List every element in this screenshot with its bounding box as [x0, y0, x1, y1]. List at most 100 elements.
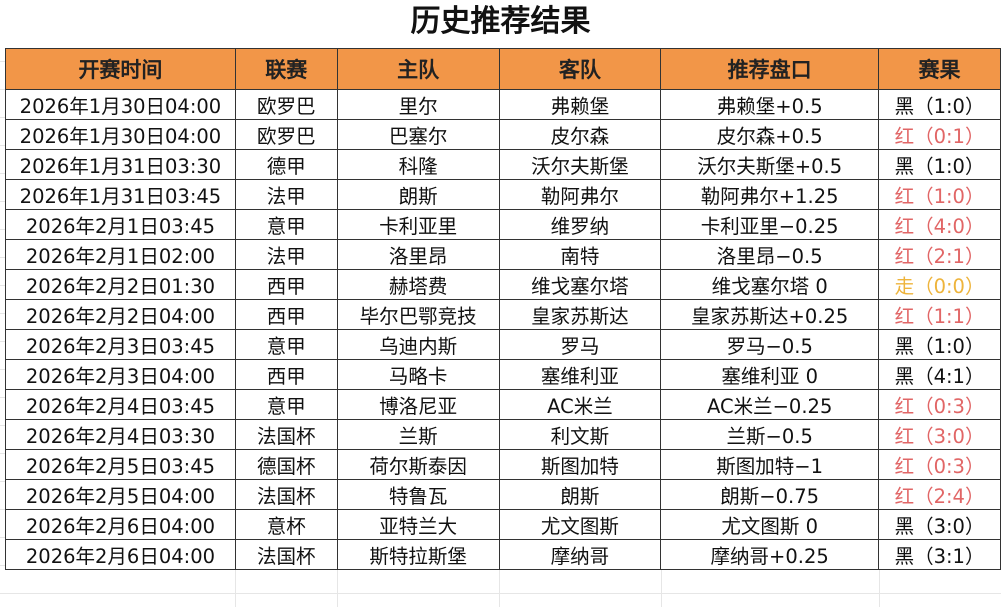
cell-league[interactable]: 法国杯 — [234, 419, 338, 450]
cell-handicap[interactable]: 皇家苏斯达+0.25 — [660, 299, 880, 330]
cell-handicap[interactable]: 兰斯−0.5 — [660, 419, 880, 450]
cell-away[interactable]: 罗马 — [498, 329, 662, 360]
header-time[interactable]: 开赛时间 — [5, 48, 236, 90]
cell-home[interactable]: 荷尔斯泰因 — [336, 449, 500, 480]
cell-handicap[interactable]: 摩纳哥+0.25 — [660, 539, 880, 570]
cell-league[interactable]: 意杯 — [234, 509, 338, 540]
header-home[interactable]: 主队 — [336, 48, 500, 90]
cell-handicap[interactable]: 尤文图斯 0 — [660, 509, 880, 540]
cell-time[interactable]: 2026年2月6日04:00 — [5, 509, 236, 540]
cell-handicap[interactable]: 朗斯−0.75 — [660, 479, 880, 510]
cell-league[interactable]: 法国杯 — [234, 539, 338, 570]
header-result[interactable]: 赛果 — [878, 48, 1001, 90]
cell-away[interactable]: 弗赖堡 — [498, 89, 662, 120]
cell-away[interactable]: 维罗纳 — [498, 209, 662, 240]
cell-time[interactable]: 2026年2月4日03:30 — [5, 419, 236, 450]
cell-home[interactable]: 科隆 — [336, 149, 500, 180]
cell-away[interactable]: AC米兰 — [498, 389, 662, 420]
cell-time[interactable]: 2026年2月3日04:00 — [5, 359, 236, 390]
cell-handicap[interactable]: 塞维利亚 0 — [660, 359, 880, 390]
cell-away[interactable]: 利文斯 — [498, 419, 662, 450]
cell-time[interactable]: 2026年2月5日04:00 — [5, 479, 236, 510]
cell-home[interactable]: 朗斯 — [336, 179, 500, 210]
cell-league[interactable]: 欧罗巴 — [234, 89, 338, 120]
cell-away[interactable]: 尤文图斯 — [498, 509, 662, 540]
cell-handicap[interactable]: 勒阿弗尔+1.25 — [660, 179, 880, 210]
cell-result[interactable]: 走（0:0） — [878, 269, 1001, 300]
cell-league[interactable]: 西甲 — [234, 269, 338, 300]
header-handicap[interactable]: 推荐盘口 — [660, 48, 880, 90]
cell-home[interactable]: 里尔 — [336, 89, 500, 120]
cell-time[interactable]: 2026年2月3日03:45 — [5, 329, 236, 360]
cell-handicap[interactable]: 卡利亚里−0.25 — [660, 209, 880, 240]
cell-handicap[interactable]: 皮尔森+0.5 — [660, 119, 880, 150]
cell-home[interactable]: 博洛尼亚 — [336, 389, 500, 420]
cell-result[interactable]: 黑（4:1） — [878, 359, 1001, 390]
cell-league[interactable]: 德国杯 — [234, 449, 338, 480]
cell-result[interactable]: 红（1:1） — [878, 299, 1001, 330]
cell-away[interactable]: 摩纳哥 — [498, 539, 662, 570]
cell-result[interactable]: 红（1:0） — [878, 179, 1001, 210]
cell-league[interactable]: 意甲 — [234, 389, 338, 420]
cell-home[interactable]: 赫塔费 — [336, 269, 500, 300]
cell-result[interactable]: 红（2:1） — [878, 239, 1001, 270]
cell-result[interactable]: 黑（1:0） — [878, 329, 1001, 360]
cell-time[interactable]: 2026年1月31日03:45 — [5, 179, 236, 210]
cell-league[interactable]: 法甲 — [234, 179, 338, 210]
header-away[interactable]: 客队 — [498, 48, 662, 90]
cell-league[interactable]: 法甲 — [234, 239, 338, 270]
cell-league[interactable]: 西甲 — [234, 359, 338, 390]
header-league[interactable]: 联赛 — [234, 48, 338, 90]
cell-home[interactable]: 马略卡 — [336, 359, 500, 390]
cell-result[interactable]: 黑（3:0） — [878, 509, 1001, 540]
cell-time[interactable]: 2026年2月5日03:45 — [5, 449, 236, 480]
cell-result[interactable]: 黑（3:1） — [878, 539, 1001, 570]
cell-handicap[interactable]: 维戈塞尔塔 0 — [660, 269, 880, 300]
cell-time[interactable]: 2026年2月1日03:45 — [5, 209, 236, 240]
cell-result[interactable]: 红（4:0） — [878, 209, 1001, 240]
cell-time[interactable]: 2026年2月4日03:45 — [5, 389, 236, 420]
cell-home[interactable]: 特鲁瓦 — [336, 479, 500, 510]
cell-handicap[interactable]: 沃尔夫斯堡+0.5 — [660, 149, 880, 180]
cell-time[interactable]: 2026年1月30日04:00 — [5, 89, 236, 120]
cell-league[interactable]: 意甲 — [234, 209, 338, 240]
cell-result[interactable]: 红（0:1） — [878, 119, 1001, 150]
cell-home[interactable]: 巴塞尔 — [336, 119, 500, 150]
cell-time[interactable]: 2026年1月30日04:00 — [5, 119, 236, 150]
cell-home[interactable]: 毕尔巴鄂竞技 — [336, 299, 500, 330]
cell-away[interactable]: 勒阿弗尔 — [498, 179, 662, 210]
cell-away[interactable]: 维戈塞尔塔 — [498, 269, 662, 300]
cell-result[interactable]: 红（0:3） — [878, 389, 1001, 420]
cell-time[interactable]: 2026年2月6日04:00 — [5, 539, 236, 570]
cell-league[interactable]: 德甲 — [234, 149, 338, 180]
cell-league[interactable]: 欧罗巴 — [234, 119, 338, 150]
cell-home[interactable]: 洛里昂 — [336, 239, 500, 270]
cell-time[interactable]: 2026年2月1日02:00 — [5, 239, 236, 270]
cell-handicap[interactable]: 罗马−0.5 — [660, 329, 880, 360]
cell-away[interactable]: 沃尔夫斯堡 — [498, 149, 662, 180]
cell-away[interactable]: 朗斯 — [498, 479, 662, 510]
cell-handicap[interactable]: 洛里昂−0.5 — [660, 239, 880, 270]
cell-away[interactable]: 皇家苏斯达 — [498, 299, 662, 330]
cell-home[interactable]: 兰斯 — [336, 419, 500, 450]
cell-home[interactable]: 卡利亚里 — [336, 209, 500, 240]
cell-away[interactable]: 斯图加特 — [498, 449, 662, 480]
cell-result[interactable]: 红（3:0） — [878, 419, 1001, 450]
cell-handicap[interactable]: 弗赖堡+0.5 — [660, 89, 880, 120]
cell-home[interactable]: 斯特拉斯堡 — [336, 539, 500, 570]
cell-handicap[interactable]: 斯图加特−1 — [660, 449, 880, 480]
cell-away[interactable]: 塞维利亚 — [498, 359, 662, 390]
cell-league[interactable]: 西甲 — [234, 299, 338, 330]
cell-time[interactable]: 2026年2月2日01:30 — [5, 269, 236, 300]
cell-handicap[interactable]: AC米兰−0.25 — [660, 389, 880, 420]
cell-result[interactable]: 红（2:4） — [878, 479, 1001, 510]
cell-away[interactable]: 皮尔森 — [498, 119, 662, 150]
cell-time[interactable]: 2026年1月31日03:30 — [5, 149, 236, 180]
cell-home[interactable]: 亚特兰大 — [336, 509, 500, 540]
cell-away[interactable]: 南特 — [498, 239, 662, 270]
cell-result[interactable]: 黑（1:0） — [878, 149, 1001, 180]
cell-home[interactable]: 乌迪内斯 — [336, 329, 500, 360]
cell-result[interactable]: 红（0:3） — [878, 449, 1001, 480]
cell-time[interactable]: 2026年2月2日04:00 — [5, 299, 236, 330]
cell-result[interactable]: 黑（1:0） — [878, 89, 1001, 120]
